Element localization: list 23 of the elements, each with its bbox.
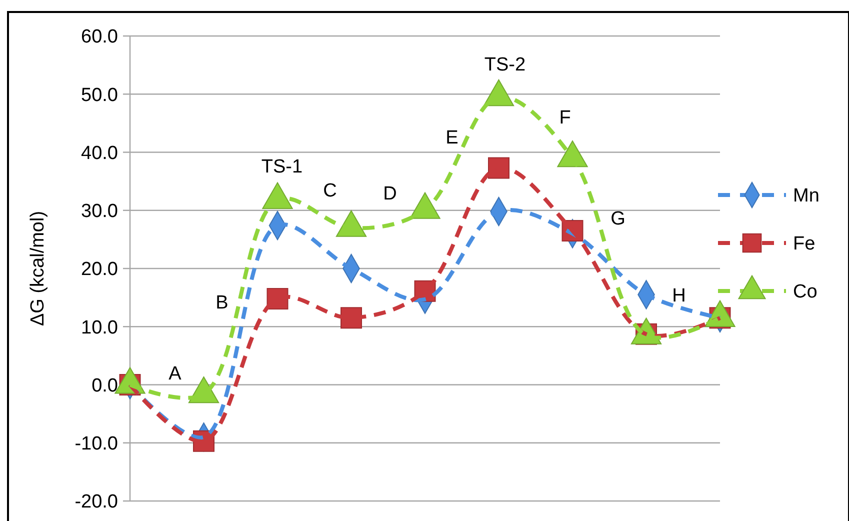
annotation: C	[323, 180, 337, 202]
y-axis-title: ΔG (kcal/mol)	[28, 210, 49, 326]
y-tick-label: 30.0	[81, 201, 118, 222]
annotation: TS-1	[261, 156, 303, 178]
y-tick-label: 60.0	[81, 26, 118, 48]
y-tick-label: 10.0	[81, 317, 118, 338]
y-tick-label: 50.0	[81, 84, 118, 106]
annotation: TS-2	[484, 54, 526, 76]
y-tick-label: 40.0	[81, 142, 118, 164]
y-tick-label: 20.0	[81, 259, 118, 280]
annotation: G	[610, 208, 626, 230]
annotation: A	[168, 364, 182, 385]
legend-label: Co	[793, 282, 818, 303]
annotation: B	[216, 292, 228, 314]
annotation: H	[672, 286, 686, 307]
legend-label: Mn	[793, 186, 820, 207]
y-tick-label: 0.0	[92, 375, 118, 396]
annotation: D	[383, 184, 397, 205]
y-tick-label: -10.0	[74, 434, 118, 455]
legend-label: Fe	[793, 234, 816, 255]
y-tick-label: -20.0	[74, 492, 118, 513]
annotation: E	[446, 128, 458, 149]
annotation: F	[559, 108, 571, 129]
